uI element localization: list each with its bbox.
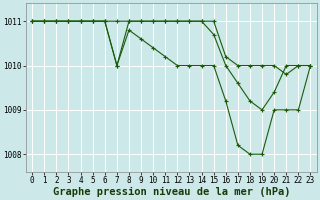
X-axis label: Graphe pression niveau de la mer (hPa): Graphe pression niveau de la mer (hPa) — [52, 186, 290, 197]
